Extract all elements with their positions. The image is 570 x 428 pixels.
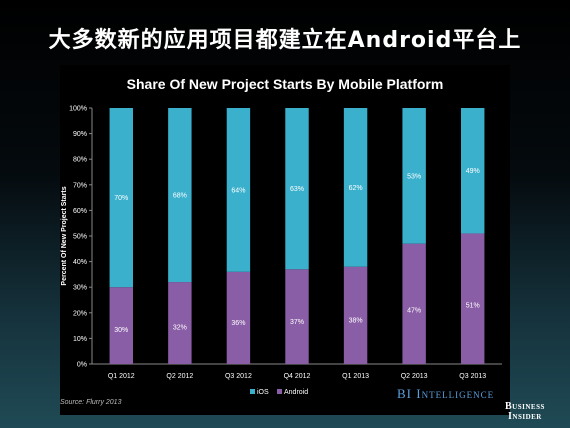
y-tick-label: 30%: [73, 285, 87, 292]
y-tick-label: 20%: [73, 310, 87, 317]
x-tick-label: Q2 2012: [166, 373, 193, 380]
source-note: Source: Flurry 2013: [60, 399, 122, 406]
bi-intelligence-logo: BI Intelligence: [397, 386, 495, 401]
data-label-ios: 70%: [114, 195, 128, 202]
x-tick-label: Q3 2012: [225, 373, 252, 380]
y-axis-label: Percent Of New Project Starts: [61, 186, 68, 285]
bar-android: [343, 266, 368, 364]
bar-ios: [343, 108, 368, 267]
y-tick-label: 90%: [73, 131, 87, 138]
data-label-ios: 53%: [407, 173, 421, 180]
y-tick-label: 80%: [73, 157, 87, 164]
x-tick-label: Q4 2012: [284, 373, 311, 380]
y-tick-label: 60%: [73, 208, 87, 215]
data-label-ios: 63%: [290, 186, 304, 193]
data-label-android: 47%: [407, 307, 421, 314]
x-tick-label: Q1 2013: [342, 373, 369, 380]
y-tick-label: 100%: [69, 106, 87, 113]
chart-panel: [60, 65, 510, 415]
legend-label: Android: [284, 389, 308, 396]
legend-swatch: [250, 389, 255, 394]
x-tick-label: Q2 2013: [401, 373, 428, 380]
x-tick-label: Q3 2013: [459, 373, 486, 380]
data-label-android: 32%: [173, 325, 187, 332]
data-label-android: 36%: [231, 320, 245, 327]
legend-swatch: [277, 389, 282, 394]
legend-label: iOS: [257, 389, 269, 396]
data-label-ios: 49%: [466, 168, 480, 175]
data-label-ios: 68%: [173, 193, 187, 200]
data-label-ios: 62%: [349, 185, 363, 192]
bar-ios: [402, 108, 426, 244]
data-label-android: 37%: [290, 319, 304, 326]
y-tick-label: 70%: [73, 182, 87, 189]
data-label-android: 51%: [466, 303, 480, 310]
chart-title: Share Of New Project Starts By Mobile Pl…: [126, 76, 444, 92]
bar-ios: [168, 108, 192, 283]
y-tick-label: 0%: [77, 362, 87, 369]
bar-ios: [461, 108, 485, 234]
slide-title: 大多数新的应用项目都建立在Android平台上: [48, 28, 522, 53]
bar-android: [109, 287, 133, 364]
bar-android: [461, 233, 485, 364]
data-label-ios: 64%: [231, 187, 245, 194]
bar-android: [285, 269, 309, 364]
bar-android: [402, 243, 426, 364]
y-tick-label: 10%: [73, 336, 87, 343]
data-label-android: 38%: [349, 318, 363, 325]
data-label-android: 30%: [114, 327, 128, 334]
y-tick-label: 50%: [73, 234, 87, 241]
bar-android: [226, 271, 251, 364]
x-tick-label: Q1 2012: [108, 373, 135, 380]
bar-ios: [109, 108, 133, 288]
bar-ios: [226, 108, 251, 272]
business-insider-logo: Business Insider: [505, 401, 545, 422]
bar-ios: [285, 108, 309, 270]
y-tick-label: 40%: [73, 259, 87, 266]
bar-android: [168, 282, 192, 364]
